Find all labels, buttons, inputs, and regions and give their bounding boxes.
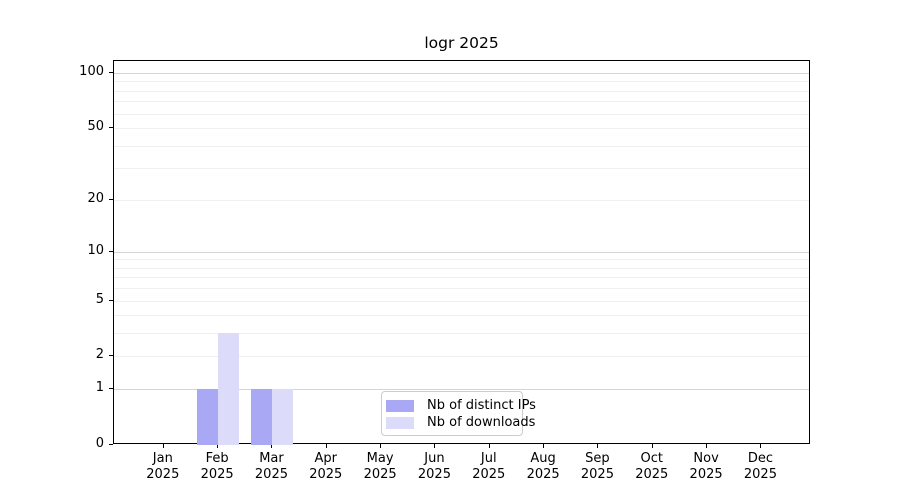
x-tick-label-line: Aug (530, 451, 556, 466)
legend-swatch-distinct-ips-icon (386, 399, 414, 412)
y-tick-label: 5 (95, 291, 104, 307)
x-tick-label-line: 2025 (472, 466, 506, 482)
x-tick-label: Apr 2025 (296, 451, 356, 482)
legend-swatch-downloads-icon (386, 416, 414, 429)
gridline-minor (114, 90, 809, 92)
x-tick-mark (597, 444, 599, 448)
x-tick-label-line: Jun (424, 451, 445, 466)
gridline-minor (114, 333, 809, 335)
gridline-minor (114, 127, 809, 129)
x-tick-label-line: Sep (585, 451, 610, 466)
x-tick-label-line: 2025 (743, 466, 777, 482)
bar-downloads (218, 333, 240, 445)
x-tick-label-line: Apr (314, 451, 338, 466)
x-tick-label-line: May (366, 451, 394, 466)
x-tick-mark (706, 444, 708, 448)
legend-label-distinct-ips: Nb of distinct IPs (427, 398, 536, 413)
x-tick-label: Sep 2025 (567, 451, 627, 482)
gridline-minor (114, 267, 809, 269)
x-tick-label: Nov 2025 (676, 451, 736, 482)
y-tick-mark (109, 126, 113, 128)
y-tick-mark (109, 250, 113, 252)
gridline-minor (114, 145, 809, 147)
gridline-major (114, 72, 809, 74)
gridline-major (114, 389, 809, 391)
x-tick-mark (162, 444, 164, 448)
x-tick-mark (271, 444, 273, 448)
y-tick-label: 20 (87, 190, 104, 206)
gridline-minor (114, 300, 809, 302)
x-tick-label-line: 2025 (580, 466, 614, 482)
x-tick-label-line: 2025 (689, 466, 723, 482)
x-tick-label: Jul 2025 (459, 451, 519, 482)
x-tick-label: Feb 2025 (187, 451, 247, 482)
x-tick-label: Jun 2025 (404, 451, 464, 482)
x-tick-label-line: Feb (205, 451, 229, 466)
x-tick-mark (651, 444, 653, 448)
x-tick-label-line: 2025 (635, 466, 669, 482)
legend-label-downloads: Nb of downloads (427, 415, 536, 430)
y-tick-mark (109, 355, 113, 357)
gridline-minor (114, 277, 809, 279)
gridline-minor (114, 288, 809, 290)
x-tick-mark (380, 444, 382, 448)
x-tick-label-line: 2025 (526, 466, 560, 482)
x-tick-label-line: 2025 (363, 466, 397, 482)
x-tick-label-line: Nov (693, 451, 719, 466)
x-tick-label: Oct 2025 (622, 451, 682, 482)
x-tick-label-line: Mar (259, 451, 284, 466)
x-tick-label-line: Dec (747, 451, 773, 466)
bar-distinct-ips (251, 389, 273, 445)
x-tick-mark (488, 444, 490, 448)
gridline-minor (114, 315, 809, 317)
y-tick-label: 1 (95, 380, 104, 396)
x-tick-label: Mar 2025 (241, 451, 301, 482)
gridline-major (114, 251, 809, 253)
x-tick-label: Dec 2025 (730, 451, 790, 482)
x-tick-mark (543, 444, 545, 448)
gridline-minor (114, 199, 809, 201)
x-tick-label: Aug 2025 (513, 451, 573, 482)
x-tick-mark (760, 444, 762, 448)
x-tick-label-line: 2025 (254, 466, 288, 482)
x-tick-mark (325, 444, 327, 448)
x-tick-label-line: 2025 (146, 466, 180, 482)
y-tick-mark (109, 198, 113, 200)
x-tick-mark (434, 444, 436, 448)
x-tick-label-line: 2025 (200, 466, 234, 482)
gridline-minor (114, 101, 809, 103)
x-tick-label: Jan 2025 (133, 451, 193, 482)
y-tick-label: 2 (95, 347, 104, 363)
gridline-minor (114, 113, 809, 115)
y-tick-mark (109, 299, 113, 301)
y-tick-label: 10 (87, 242, 104, 258)
y-tick-label: 50 (87, 118, 104, 134)
legend-item-distinct-ips: Nb of distinct IPs (386, 397, 536, 414)
y-tick-mark (109, 444, 113, 445)
x-tick-label-line: Oct (640, 451, 663, 466)
y-tick-label: 0 (95, 436, 104, 451)
chart-title: logr 2025 (424, 34, 499, 52)
gridline-minor (114, 356, 809, 358)
bar-distinct-ips (197, 389, 219, 445)
legend-item-downloads: Nb of downloads (386, 414, 535, 431)
gridline-minor (114, 259, 809, 261)
x-tick-label-line: Jul (480, 451, 497, 466)
gridline-minor (114, 81, 809, 83)
x-tick-label-line: 2025 (417, 466, 451, 482)
y-tick-mark (109, 388, 113, 390)
x-tick-label: May 2025 (350, 451, 410, 482)
x-tick-label-line: 2025 (309, 466, 343, 482)
x-tick-mark (217, 444, 219, 448)
bar-downloads (272, 389, 294, 445)
gridline-minor (114, 168, 809, 170)
y-tick-label: 100 (79, 63, 104, 79)
x-tick-label-line: Jan (152, 451, 173, 466)
legend: Nb of distinct IPs Nb of downloads (381, 391, 536, 436)
y-tick-mark (109, 71, 113, 73)
plot-area (113, 60, 810, 445)
